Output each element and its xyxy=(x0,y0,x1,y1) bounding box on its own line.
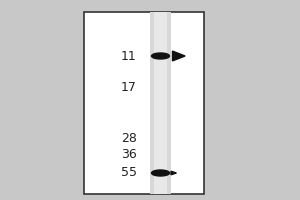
Text: 11: 11 xyxy=(121,49,136,62)
Ellipse shape xyxy=(152,53,169,59)
Text: 28: 28 xyxy=(121,132,136,146)
Bar xyxy=(154,12,167,194)
Polygon shape xyxy=(172,51,185,61)
Polygon shape xyxy=(171,171,176,175)
Ellipse shape xyxy=(152,170,169,176)
Bar xyxy=(150,12,171,194)
Text: 55: 55 xyxy=(121,166,136,180)
Text: 17: 17 xyxy=(121,81,136,94)
Text: 36: 36 xyxy=(121,148,136,162)
Bar xyxy=(84,12,204,194)
